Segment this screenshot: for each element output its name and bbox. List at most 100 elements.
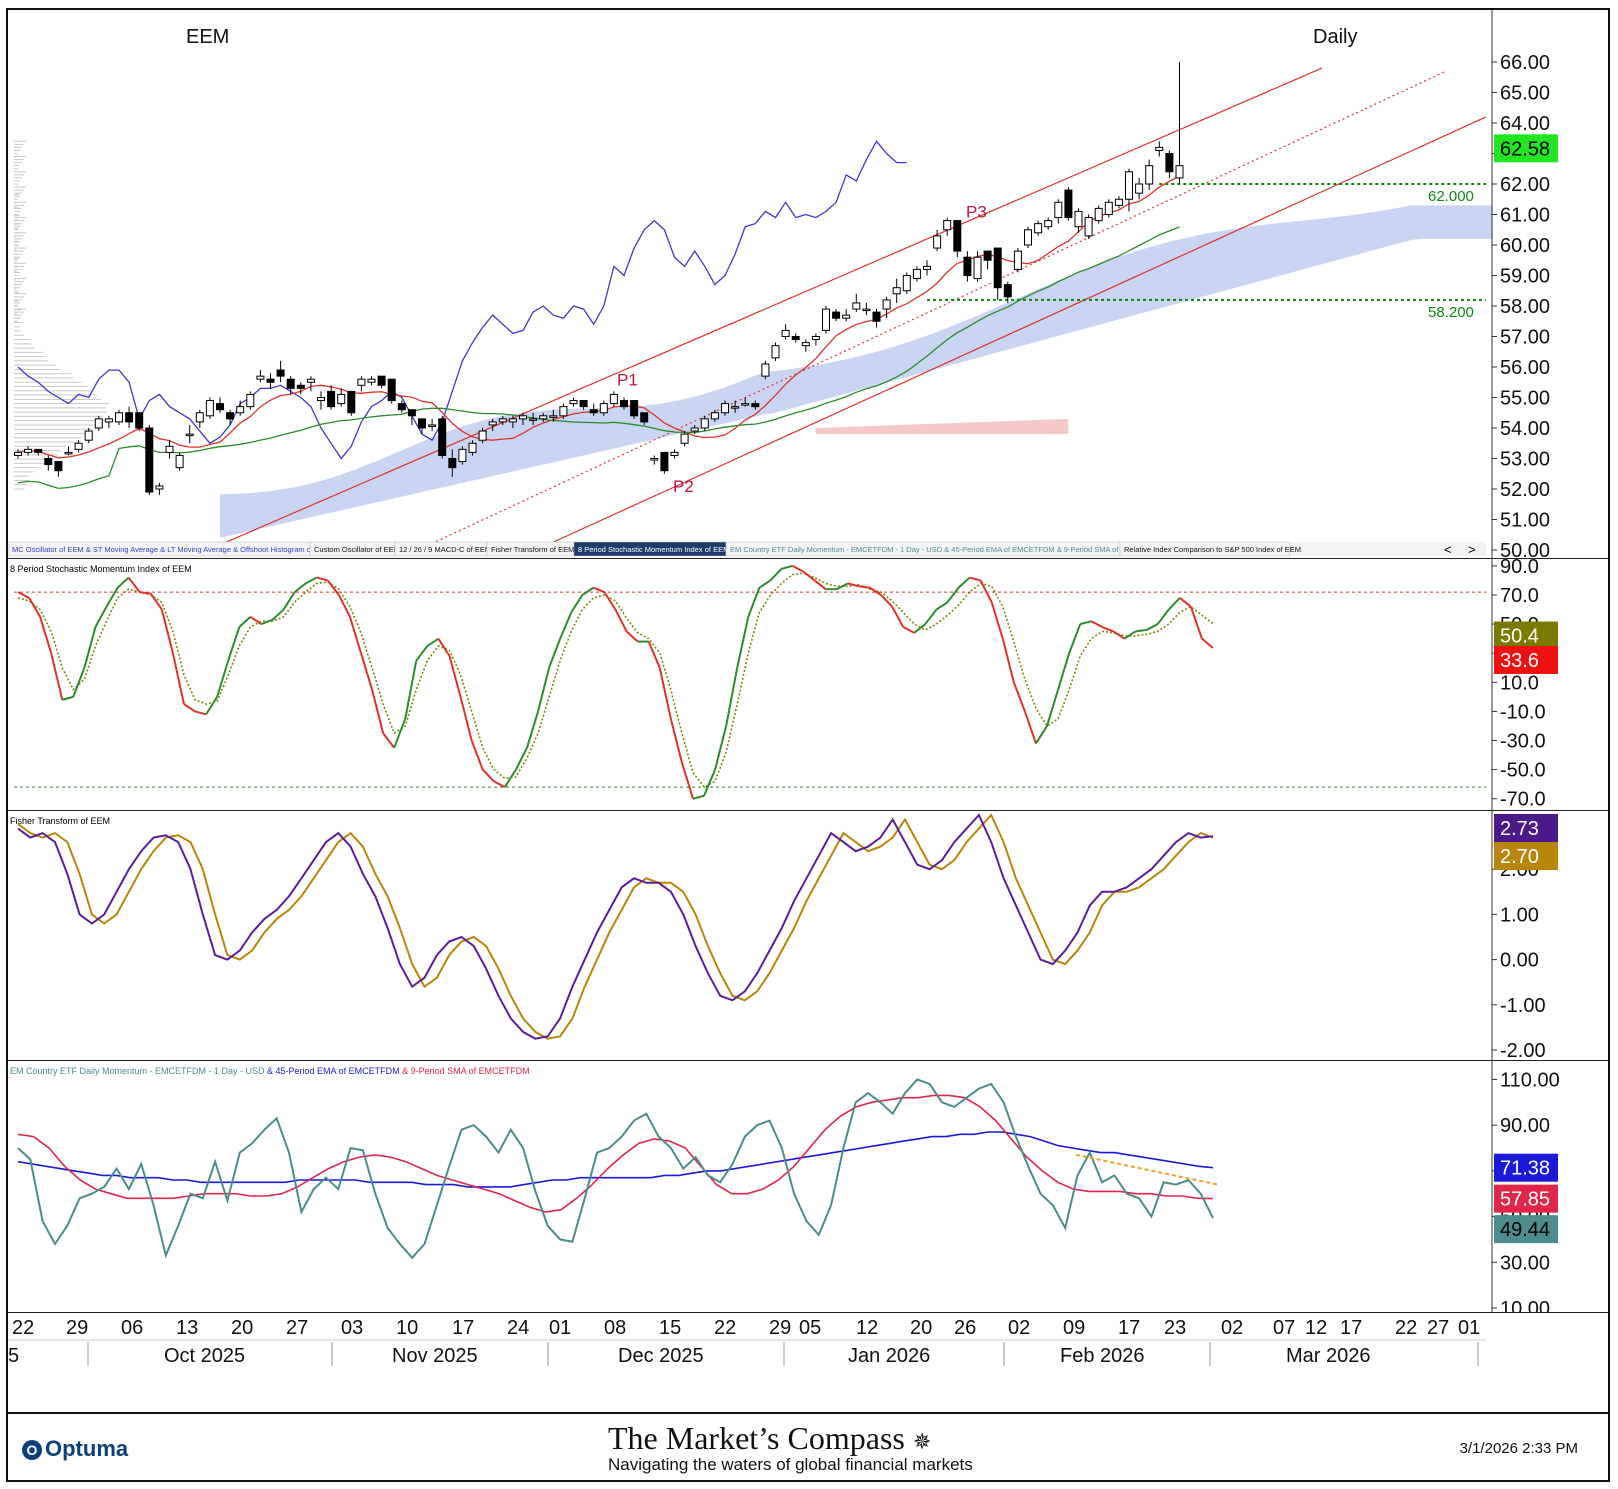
candle-body [267, 379, 274, 382]
smi-segment [992, 602, 1003, 638]
stochastic-chart[interactable]: 8 Period Stochastic Momentum Index of EE… [8, 558, 1608, 810]
chart-tab-label-4[interactable]: Fisher Transform of EEM [491, 545, 574, 554]
price-chart[interactable]: EEM Daily 62.000 58.200 P1 P2 P3 50.00 51.00 52… [8, 10, 1608, 558]
candle-body [307, 379, 314, 382]
candle-body [1126, 172, 1133, 199]
date-axis-svg: 22 29 06 13 20 27 03 10 17 24 01 08 15 22 29 05 12 20 26 02… [8, 1312, 1608, 1412]
candle-body [65, 452, 72, 454]
momentum-title-part2: & 45-Period EMA of EMCETFDM [265, 1066, 400, 1076]
ichimoku-cloud-bearish [816, 419, 1069, 434]
candle-body [823, 309, 830, 330]
candle-body [944, 221, 951, 230]
candle-body [35, 449, 42, 452]
chart-tab-label-1[interactable]: MC Oscillator of EEM & ST Moving Average… [12, 545, 331, 554]
smi-segment [1025, 711, 1036, 743]
fisher-trigger-line [18, 815, 1213, 1039]
candle-body [176, 455, 183, 467]
candle-body [711, 413, 718, 419]
smi-segment [1058, 653, 1069, 689]
candle-body [439, 419, 446, 456]
smi-segment [184, 704, 195, 711]
candle-body [217, 404, 224, 410]
smi-segment [206, 697, 217, 714]
smi-segment [781, 566, 792, 569]
month-label: Dec 2025 [618, 1345, 704, 1367]
stochastic-tick-label: -30.0 [1500, 731, 1546, 753]
stochastic-tick-label: -10.0 [1500, 701, 1546, 723]
price-tick-label: 65.00 [1500, 83, 1550, 105]
smi-segment [73, 668, 84, 697]
candle-body [1004, 285, 1011, 297]
pivot-label-p3: P3 [966, 203, 987, 222]
smi-segment [195, 711, 206, 714]
date-tick-label: 08 [604, 1317, 626, 1339]
smi-segment [173, 653, 184, 704]
chart-tab-label-3[interactable]: 12 / 26 / 9 MACD-C of EEM [399, 545, 491, 554]
smi-segment [1102, 627, 1113, 631]
date-tick-label: 15 [659, 1317, 681, 1339]
price-tick-label: 57.00 [1500, 327, 1550, 349]
smi-segment [870, 588, 881, 595]
chart-tab-label-2[interactable]: Custom Oscillator of EEM [314, 545, 400, 554]
smi-segment [361, 653, 372, 689]
momentum-title-part1: EM Country ETF Daily Momentum - EMCETFDM… [10, 1066, 265, 1076]
smi-segment [970, 578, 981, 581]
tab-nav-next-button[interactable]: > [1468, 542, 1476, 557]
candle-body [853, 303, 860, 309]
smi-segment [859, 586, 870, 587]
candle-body [186, 434, 193, 436]
period-label: Daily [1313, 26, 1357, 48]
candle-body [338, 394, 345, 403]
candle-body [974, 257, 981, 278]
candle-body [691, 428, 698, 431]
smi-segment [1180, 598, 1191, 607]
smi-segment [18, 592, 29, 598]
stochastic-tick-label: 10.0 [1500, 672, 1539, 694]
candle-body [893, 288, 900, 294]
candle-body [146, 428, 153, 492]
candle-body [802, 343, 809, 346]
chart-tab-label-5[interactable]: 8 Period Stochastic Momentum Index of EE… [578, 545, 729, 554]
candle-body [358, 379, 365, 385]
tab-nav-prev-button[interactable]: < [1444, 542, 1452, 557]
candle-body [913, 269, 920, 278]
smi-segment [1136, 630, 1147, 631]
optuma-logo[interactable]: O Optuma [22, 1436, 128, 1462]
date-tick-label: 01 [549, 1317, 571, 1339]
candle-body [772, 346, 779, 358]
date-tick-label: 27 [1427, 1317, 1449, 1339]
candle-body [792, 337, 799, 340]
smi-segment [317, 578, 328, 581]
chart-tab-label-7[interactable]: Relative Index Comparison to S&P 500 Ind… [1124, 545, 1301, 554]
candle-body [1115, 199, 1122, 205]
candle-body [156, 486, 163, 489]
fisher-chart[interactable]: Fisher Transform of EEM 2.001.000.00-1.0… [8, 810, 1608, 1060]
smi-segment [1147, 624, 1158, 630]
chart-tab-label-6[interactable]: EM Country ETF Daily Momentum - EMCETFDM… [730, 545, 1163, 554]
smi-segment [1014, 682, 1025, 711]
smi-signal-line [18, 573, 1213, 787]
candle-body [348, 391, 355, 412]
stochastic-tick-label: -70.0 [1500, 789, 1546, 810]
candle-body [701, 419, 708, 428]
stochastic-tick-label: -50.0 [1500, 760, 1546, 782]
candle-body [681, 434, 688, 443]
date-tick-label: 02 [1221, 1317, 1243, 1339]
candle-body [934, 236, 941, 248]
momentum-badge-sma: 57.85 [1500, 1189, 1550, 1211]
candle-body [843, 315, 850, 318]
smi-segment [284, 592, 295, 609]
candle-body [85, 431, 92, 440]
smi-segment [1202, 639, 1213, 648]
momentum-panel: EM Country ETF Daily Momentum - EMCETFDM… [8, 1060, 1608, 1313]
level-label-low: 58.200 [1428, 304, 1474, 321]
smi-segment [129, 578, 140, 593]
candle-body [499, 419, 506, 422]
candle-body [550, 416, 557, 418]
smi-segment [483, 770, 494, 782]
date-tick-label: 03 [341, 1317, 363, 1339]
momentum-chart[interactable]: EM Country ETF Daily Momentum - EMCETFDM… [8, 1060, 1608, 1312]
candle-body [1105, 202, 1112, 214]
candle-body [25, 449, 32, 452]
date-axis: 22 29 06 13 20 27 03 10 17 24 01 08 15 22 29 05 12 20 26 02… [8, 1312, 1608, 1412]
